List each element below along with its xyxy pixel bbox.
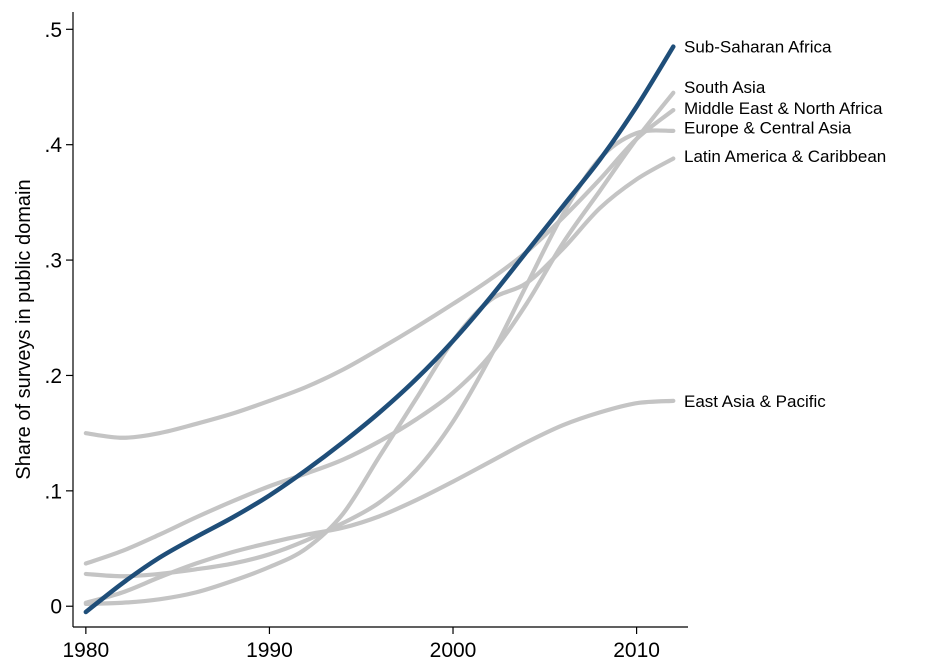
x-tick-label: 1990 (246, 639, 293, 662)
series-label-east-asia-and-pacific: East Asia & Pacific (684, 392, 826, 411)
series-line-europe-and-central-asia (83, 156, 676, 607)
x-axis-ticks: 1980 1990 2000 2010 (62, 627, 660, 662)
y-tick-label: .1 (44, 480, 62, 503)
y-tick-label: .3 (44, 250, 62, 273)
series-line-south-asia (83, 90, 676, 566)
y-tick-label: .5 (44, 19, 62, 42)
series-label-sub-saharan-africa: Sub-Saharan Africa (684, 38, 832, 57)
background-series (83, 90, 676, 607)
y-tick-label: .4 (44, 134, 62, 157)
axes (72, 12, 688, 628)
x-tick-label: 2000 (430, 639, 477, 662)
y-axis-ticks: 0 .1 .2 .3 .4 .5 (44, 19, 73, 619)
series-label-latin-america-and-caribbean: Latin America & Caribbean (684, 147, 886, 166)
series-end-labels: Sub-Saharan Africa South Asia Middle East … (684, 38, 886, 411)
series-line-east-asia-and-pacific (83, 107, 676, 440)
y-tick-label: .2 (44, 365, 62, 388)
series-line-sub-saharan-africa (83, 44, 676, 615)
y-axis-title: Share of surveys in public domain (13, 179, 35, 479)
x-tick-label: 1980 (62, 639, 109, 662)
highlighted-series (83, 44, 676, 615)
x-tick-label: 2010 (613, 639, 660, 662)
y-tick-label: 0 (50, 596, 62, 619)
series-label-south-asia: South Asia (684, 78, 766, 97)
series-line-latin-america-and-caribbean (83, 398, 676, 605)
series-label-europe-and-central-asia: Europe & Central Asia (684, 118, 852, 137)
series-label-middle-east-and-north-africa: Middle East & North Africa (684, 99, 883, 118)
